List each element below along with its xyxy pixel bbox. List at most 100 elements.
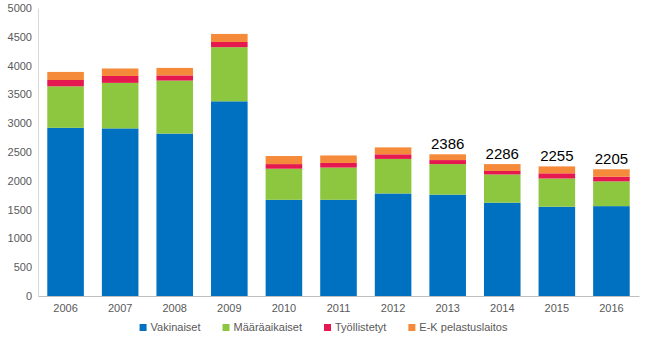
x-tick: 2010 — [272, 296, 296, 314]
x-tick-label: 2013 — [435, 302, 459, 314]
bar-segment — [211, 101, 248, 296]
x-tick-label: 2012 — [381, 302, 405, 314]
y-tick-label: 4000 — [8, 60, 32, 72]
y-tick: 1000 — [8, 232, 38, 244]
y-tick-label: 5000 — [8, 2, 32, 14]
x-tick-label: 2009 — [217, 302, 241, 314]
x-tick-label: 2010 — [272, 302, 296, 314]
bar-series — [47, 47, 629, 207]
y-tick-label: 2500 — [8, 146, 32, 158]
bar-segment — [484, 203, 521, 296]
bar-segment — [102, 128, 139, 296]
legend-swatch — [324, 324, 331, 331]
annotations: 2386228622552205 — [431, 135, 628, 167]
x-tick-label: 2015 — [545, 302, 569, 314]
bar-series — [47, 101, 629, 296]
annotation: 2255 — [540, 147, 573, 164]
bar-segment — [539, 178, 576, 206]
x-tick: 2009 — [217, 296, 241, 314]
bar-series — [47, 34, 629, 177]
y-tick: 5000 — [8, 2, 38, 14]
legend-label: E-K pelastuslaitos — [419, 321, 508, 333]
x-axis-line — [39, 296, 640, 297]
bar-segment — [320, 200, 357, 296]
bars — [47, 34, 629, 296]
legend-label: Työllistetyt — [335, 321, 386, 333]
x-tick: 2007 — [108, 296, 132, 314]
legend-item: E-K pelastuslaitos — [408, 321, 508, 333]
y-tick: 1500 — [8, 204, 38, 216]
bar-segment — [47, 86, 84, 127]
bar-segment — [156, 134, 193, 296]
bar-segment — [156, 68, 193, 75]
bar-segment — [539, 166, 576, 173]
annotation: 2205 — [595, 150, 628, 167]
y-tick: 0 — [26, 290, 38, 302]
bar-segment — [102, 68, 139, 75]
legend-label: Vakinaiset — [151, 321, 201, 333]
bar-segment — [593, 206, 630, 296]
y-tick: 500 — [14, 261, 38, 273]
bar-segment — [375, 193, 412, 296]
legend-swatch — [140, 324, 147, 331]
legend-item: Vakinaiset — [140, 321, 201, 333]
x-tick: 2015 — [545, 296, 569, 314]
bar-segment — [484, 174, 521, 202]
x-tick: 2013 — [435, 296, 459, 314]
legend-item: Määräaikaiset — [223, 321, 302, 333]
legend-item: Työllistetyt — [324, 321, 386, 333]
y-tick-label: 3000 — [8, 117, 32, 129]
x-tick-label: 2008 — [162, 302, 186, 314]
y-tick: 4000 — [8, 60, 38, 72]
legend-swatch — [223, 324, 230, 331]
y-tick-label: 4500 — [8, 31, 32, 43]
x-axis: 2006200720082009201020112012201320142015… — [39, 296, 640, 314]
bar-segment — [484, 171, 521, 174]
chart-svg: 0 500 1000 1500 2000 2500 3000 3500 4000 4500 5000… — [0, 0, 647, 345]
bar-segment — [266, 156, 303, 164]
bar-segment — [375, 159, 412, 194]
bar-series — [47, 42, 629, 181]
bar-segment — [429, 164, 466, 195]
x-tick: 2011 — [327, 296, 351, 314]
bar-segment — [156, 75, 193, 80]
bar-segment — [593, 169, 630, 176]
annotation: 2286 — [486, 145, 519, 162]
bar-segment — [593, 177, 630, 182]
x-tick: 2006 — [53, 296, 77, 314]
bar-segment — [539, 207, 576, 296]
bar-segment — [375, 154, 412, 159]
bar-segment — [47, 128, 84, 296]
bar-segment — [211, 47, 248, 101]
bar-segment — [429, 195, 466, 296]
bar-segment — [47, 80, 84, 86]
y-tick-label: 1000 — [8, 232, 32, 244]
y-axis-line — [38, 9, 39, 297]
chart-container: 0 500 1000 1500 2000 2500 3000 3500 4000 4500 5000… — [0, 0, 647, 345]
x-tick-label: 2007 — [108, 302, 132, 314]
bar-segment — [211, 42, 248, 47]
legend-swatch — [408, 324, 415, 331]
bar-segment — [539, 173, 576, 178]
y-tick: 3500 — [8, 88, 38, 100]
y-tick: 2500 — [8, 146, 38, 158]
bar-segment — [375, 147, 412, 154]
y-tick-label: 3500 — [8, 88, 32, 100]
y-tick: 4500 — [8, 31, 38, 43]
bar-segment — [593, 181, 630, 206]
y-tick-label: 500 — [14, 261, 32, 273]
x-tick-label: 2011 — [327, 302, 351, 314]
bar-segment — [320, 168, 357, 200]
bar-segment — [429, 154, 466, 160]
bar-segment — [156, 81, 193, 134]
y-tick-label: 0 — [26, 290, 32, 302]
bar-segment — [211, 34, 248, 42]
y-axis: 0 500 1000 1500 2000 2500 3000 3500 4000 4500 5000 — [8, 2, 39, 302]
bar-segment — [320, 155, 357, 162]
x-tick: 2016 — [599, 296, 623, 314]
bar-segment — [320, 163, 357, 168]
bar-segment — [266, 169, 303, 200]
y-tick-label: 1500 — [8, 204, 32, 216]
y-tick: 2000 — [8, 175, 38, 187]
bar-segment — [47, 72, 84, 80]
